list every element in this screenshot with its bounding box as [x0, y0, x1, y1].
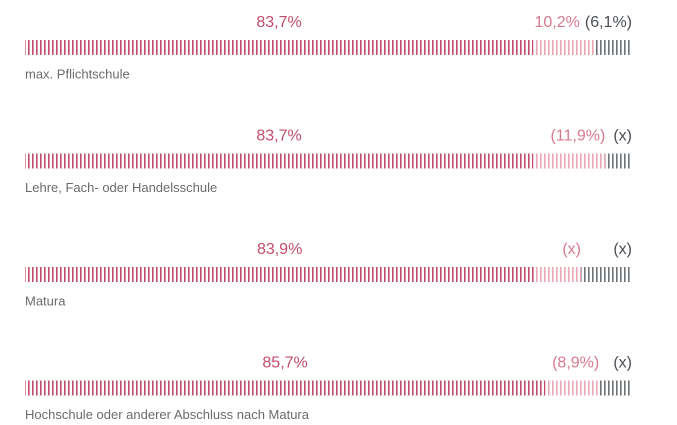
value-label: (x)	[562, 241, 581, 258]
bar-segment	[25, 153, 534, 169]
value-label: 10,2%	[535, 14, 580, 31]
bar-segment	[605, 153, 632, 169]
bar-segment	[25, 40, 534, 55]
value-label: (8,9%)	[552, 355, 599, 372]
bar-segment	[594, 40, 632, 55]
value-label: (11,9%)	[550, 128, 605, 145]
value-label: 85,7%	[262, 355, 307, 372]
value-label: (x)	[613, 128, 632, 145]
bar-segment	[533, 40, 595, 55]
bar-segment	[599, 380, 632, 396]
value-label: 83,7%	[256, 128, 301, 145]
bar-segment	[533, 153, 606, 169]
bar-segment	[534, 267, 582, 282]
bar-segment	[25, 380, 546, 396]
value-label: (x)	[613, 241, 632, 258]
bar-segment	[581, 267, 632, 282]
value-label: (6,1%)	[585, 14, 632, 31]
category-label: Matura	[25, 293, 66, 308]
category-label: max. Pflichtschule	[25, 66, 130, 81]
value-label: 83,9%	[257, 241, 302, 258]
bar-segment	[25, 267, 535, 282]
category-label: Hochschule oder anderer Abschluss nach M…	[25, 407, 310, 422]
value-label: 83,7%	[256, 14, 301, 31]
bar-segment	[545, 380, 600, 396]
value-label: (x)	[613, 355, 632, 372]
category-label: Lehre, Fach- oder Handelsschule	[25, 180, 217, 195]
